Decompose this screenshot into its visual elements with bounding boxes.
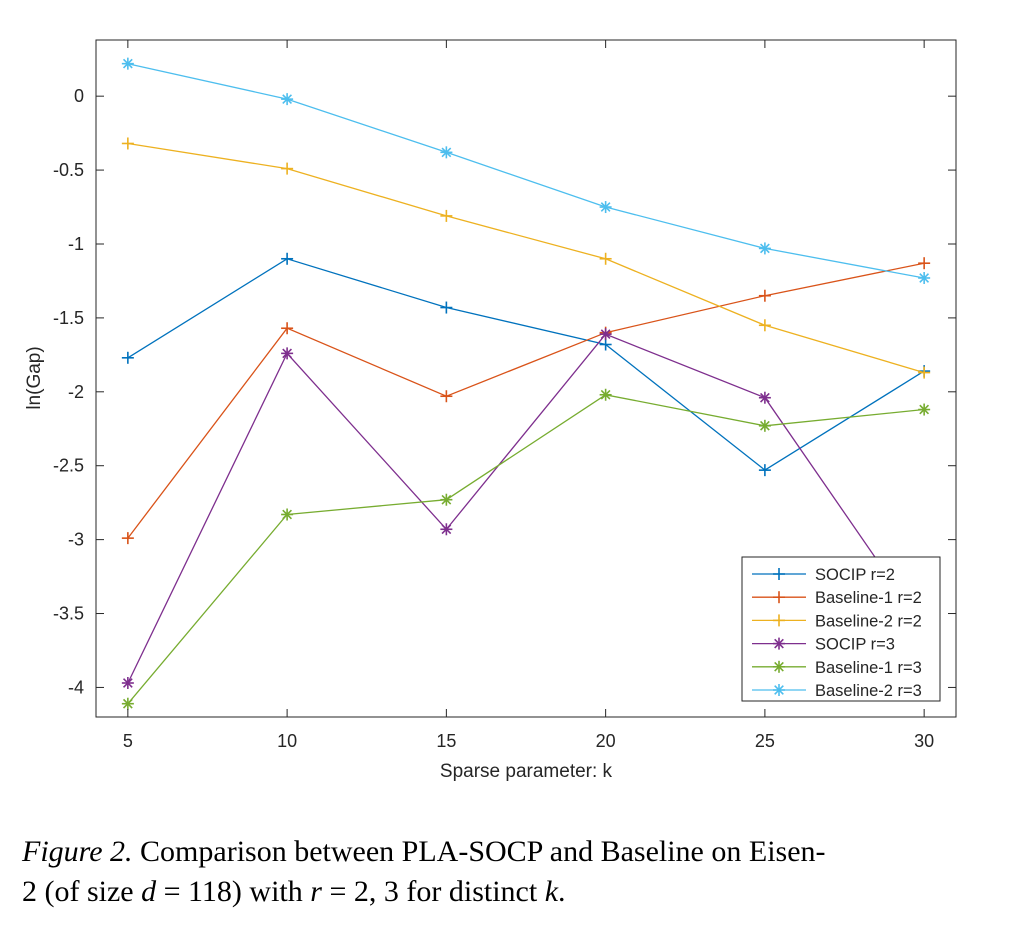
- caption-text-4: = 2, 3 for distinct: [321, 875, 545, 908]
- series-baseline-1-r-2-point-5: [758, 289, 771, 302]
- legend-entry-baseline-2-r-2-marker: [773, 614, 785, 627]
- series-baseline-2-r-3-point-6: [918, 271, 931, 284]
- x-tick-label: 20: [596, 731, 616, 751]
- y-tick-label: -4: [68, 677, 84, 697]
- caption-text-1: Comparison between PLA-SOCP and Baseline…: [132, 835, 826, 868]
- figure-label: Figure 2.: [22, 835, 133, 868]
- series-baseline-1-r-3-point-3: [440, 493, 453, 506]
- y-axis-label: ln(Gap): [24, 346, 45, 409]
- series-baseline-1-r-2-line: [127, 262, 925, 539]
- series-baseline-2-r-2-point-1: [121, 137, 134, 150]
- legend-entry-baseline-2-r-3-marker: [773, 684, 785, 696]
- caption-text-3: = 118) with: [156, 875, 311, 908]
- series-baseline-2-r-3-line: [127, 63, 925, 279]
- series-baseline-1-r-2-point-6: [918, 257, 931, 270]
- figure-caption: Figure 2. Comparison between PLA-SOCP an…: [22, 832, 982, 912]
- caption-text-2: 2 (of size: [22, 875, 142, 908]
- x-tick-label: 30: [914, 731, 934, 751]
- legend-entry-socip-r-3-label: SOCIP r=3: [815, 636, 895, 654]
- series-socip-r-2-point-5: [758, 464, 771, 477]
- series-baseline-1-r-3-point-2: [281, 508, 294, 521]
- y-tick-label: -1.5: [53, 308, 84, 328]
- series-baseline-2-r-2-point-3: [440, 209, 453, 222]
- series-baseline-1-r-3-line: [127, 394, 925, 705]
- y-tick-label: -3: [68, 530, 84, 550]
- series-baseline-1-r-2-point-3: [440, 390, 453, 403]
- legend-entry-baseline-2-r-3-label: Baseline-2 r=3: [815, 682, 922, 700]
- series-baseline-1-r-3-point-1: [121, 697, 134, 710]
- caption-math-r: r: [310, 875, 322, 908]
- x-tick-label: 10: [277, 731, 297, 751]
- x-tick-label: 5: [123, 731, 133, 751]
- y-tick-label: -2: [68, 382, 84, 402]
- legend-entry-baseline-2-r-2-label: Baseline-2 r=2: [815, 612, 922, 630]
- legend-entry-socip-r-2-label: SOCIP r=2: [815, 566, 895, 584]
- legend-entry-socip-r-3-marker: [773, 637, 785, 650]
- series-socip-r-2-point-2: [281, 252, 294, 265]
- series-layer: [121, 57, 931, 710]
- axes-box: [95, 39, 957, 718]
- y-tick-label: -0.5: [53, 160, 84, 180]
- series-baseline-2-r-3-point-5: [758, 242, 771, 255]
- series-baseline-2-r-2-point-5: [758, 319, 771, 332]
- series-socip-r-3-point-5: [758, 391, 771, 404]
- y-tick-label: -1: [68, 234, 84, 254]
- series-socip-r-2-point-3: [440, 301, 453, 314]
- series-baseline-2-r-3-point-1: [121, 57, 134, 70]
- series-socip-r-3-point-4: [599, 328, 612, 341]
- series-baseline-1-r-2-point-2: [281, 322, 294, 335]
- series-socip-r-3-point-1: [121, 677, 134, 690]
- series-baseline-2-r-2-line: [127, 142, 925, 374]
- legend-entry-baseline-1-r-3-label: Baseline-1 r=3: [815, 659, 922, 677]
- line-chart: 5 10 15 20 25 30 0 -0.5 -1 -1.5 -2 -2.5 -3 -3.5 -4 Spa…: [24, 39, 957, 782]
- series-baseline-1-r-2-point-1: [121, 532, 134, 545]
- series-baseline-1-r-3-point-6: [918, 403, 931, 416]
- series-socip-r-2-point-1: [121, 351, 134, 364]
- legend-entry-baseline-1-r-2-marker: [773, 591, 785, 604]
- series-socip-r-2-point-4: [599, 338, 612, 351]
- x-tick-label: 25: [755, 731, 775, 751]
- legend-entry-socip-r-2-marker: [773, 568, 785, 580]
- series-baseline-2-r-2-point-6: [918, 366, 931, 379]
- series-baseline-1-r-3-point-5: [758, 419, 771, 432]
- y-tick-label: -3.5: [53, 604, 84, 624]
- tick-layer: 5 10 15 20 25 30 0 -0.5 -1 -1.5 -2 -2.5 -3 -3.5 -4: [53, 40, 956, 751]
- legend-entry-baseline-1-r-2-label: Baseline-1 r=2: [815, 589, 922, 607]
- x-axis-label: Sparse parameter: k: [440, 761, 613, 782]
- caption-text-5: .: [558, 875, 566, 908]
- series-baseline-2-r-3-point-3: [440, 146, 453, 159]
- series-socip-r-3-point-2: [281, 347, 294, 360]
- legend-entry-baseline-1-r-3-marker: [773, 660, 785, 673]
- series-baseline-2-r-3-point-4: [599, 201, 612, 214]
- series-baseline-2-r-2-point-4: [599, 252, 612, 265]
- series-socip-r-3-line: [127, 333, 925, 684]
- series-baseline-2-r-2-point-2: [281, 162, 294, 175]
- series-socip-r-3-point-3: [440, 523, 453, 536]
- y-tick-label: -2.5: [53, 456, 84, 476]
- x-tick-label: 15: [436, 731, 456, 751]
- legend: SOCIP r=2 Baseline-1 r=2 Baseline-2 r=2 SOC…: [741, 556, 941, 702]
- legend-box: [741, 556, 941, 702]
- series-socip-r-2-line: [127, 258, 925, 471]
- series-baseline-1-r-3-point-4: [599, 388, 612, 401]
- caption-math-k: k: [544, 875, 559, 908]
- caption-math-d: d: [141, 875, 157, 908]
- y-tick-label: 0: [74, 86, 84, 106]
- series-baseline-2-r-3-point-2: [281, 93, 294, 106]
